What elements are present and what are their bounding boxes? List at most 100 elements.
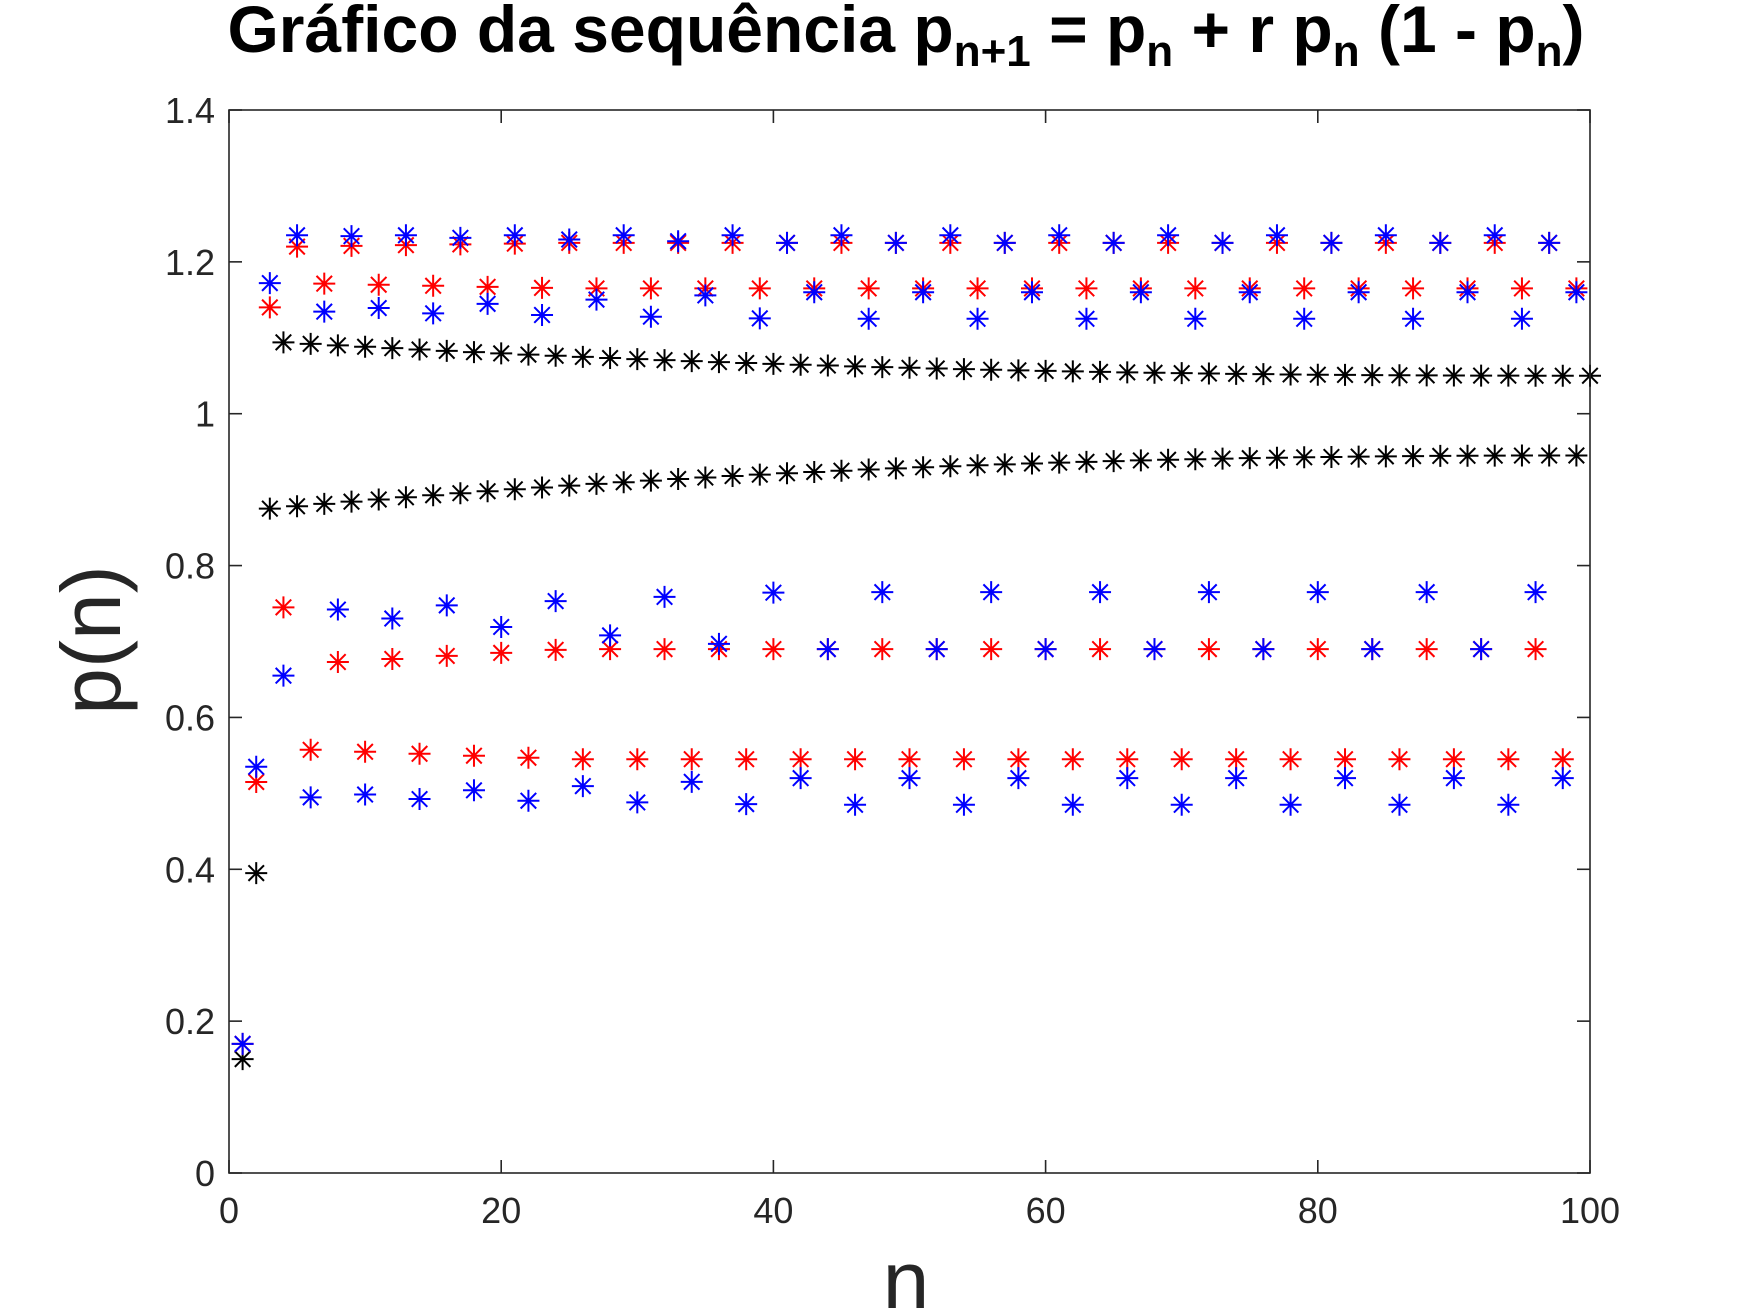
data-point-marker xyxy=(408,338,431,361)
data-point-marker xyxy=(435,339,458,362)
data-point-marker xyxy=(884,231,907,254)
data-point-marker xyxy=(435,644,458,667)
data-point-marker xyxy=(422,274,445,297)
data-point-marker xyxy=(1334,363,1357,386)
data-point-marker xyxy=(1497,748,1520,771)
data-point-marker xyxy=(340,225,363,248)
data-point-marker xyxy=(381,607,404,630)
data-point-marker xyxy=(1197,362,1220,385)
data-point-marker xyxy=(1075,450,1098,473)
data-point-marker xyxy=(1007,767,1030,790)
data-point-marker xyxy=(231,1048,254,1071)
title-part: (1 - p xyxy=(1360,0,1536,66)
data-point-marker xyxy=(952,793,975,816)
data-point-marker xyxy=(1184,307,1207,330)
data-point-marker xyxy=(1470,364,1493,387)
data-point-marker xyxy=(1415,364,1438,387)
data-point-marker xyxy=(1157,224,1180,247)
data-point-marker xyxy=(408,788,431,811)
data-point-marker xyxy=(1306,638,1329,661)
data-point-marker xyxy=(1510,307,1533,330)
data-point-marker xyxy=(367,488,390,511)
data-point-marker xyxy=(612,224,635,247)
data-point-marker xyxy=(993,453,1016,476)
data-point-marker xyxy=(299,786,322,809)
data-point-marker xyxy=(735,748,758,771)
data-point-marker xyxy=(1116,748,1139,771)
data-point-marker xyxy=(231,1032,254,1055)
data-point-marker xyxy=(462,341,485,364)
data-point-marker xyxy=(925,638,948,661)
data-point-marker xyxy=(1211,231,1234,254)
data-point-marker xyxy=(912,281,935,304)
data-point-marker xyxy=(1184,448,1207,471)
data-point-marker xyxy=(517,343,540,366)
data-point-marker xyxy=(1483,224,1506,247)
data-point-marker xyxy=(1320,445,1343,468)
data-point-marker xyxy=(599,347,622,370)
data-point-marker xyxy=(245,755,268,778)
data-point-marker xyxy=(830,224,853,247)
data-point-marker xyxy=(748,277,771,300)
data-point-marker xyxy=(844,793,867,816)
data-point-marker xyxy=(1415,638,1438,661)
data-point-marker xyxy=(408,742,431,765)
data-point-marker xyxy=(517,789,540,812)
data-point-marker xyxy=(1374,224,1397,247)
data-point-marker xyxy=(816,638,839,661)
data-point-marker xyxy=(272,664,295,687)
y-tick-label: 1.4 xyxy=(165,90,215,131)
data-point-marker xyxy=(857,277,880,300)
data-point-marker xyxy=(1157,448,1180,471)
data-point-marker xyxy=(1524,581,1547,604)
data-point-marker xyxy=(558,474,581,497)
data-point-marker xyxy=(490,342,513,365)
data-point-marker xyxy=(898,748,921,771)
data-point-marker xyxy=(1442,767,1465,790)
data-point-marker xyxy=(245,862,268,885)
data-point-marker xyxy=(694,284,717,307)
data-point-marker xyxy=(1334,767,1357,790)
data-point-marker xyxy=(1143,638,1166,661)
data-point-marker xyxy=(1293,307,1316,330)
data-point-marker xyxy=(980,358,1003,381)
data-point-marker xyxy=(585,277,608,300)
data-point-marker xyxy=(272,331,295,354)
y-tick-label: 0 xyxy=(195,1153,215,1194)
data-point-marker xyxy=(667,468,690,491)
data-point-marker xyxy=(1225,767,1248,790)
y-tick-label: 0.4 xyxy=(165,849,215,890)
data-point-marker xyxy=(816,354,839,377)
data-point-marker xyxy=(830,459,853,482)
title-part: n xyxy=(1333,27,1360,76)
data-point-marker xyxy=(639,277,662,300)
data-point-marker xyxy=(1347,445,1370,468)
data-point-marker xyxy=(1361,638,1384,661)
data-point-marker xyxy=(1034,359,1057,382)
data-point-marker xyxy=(422,484,445,507)
title-part: n xyxy=(1146,27,1173,76)
data-point-marker xyxy=(871,581,894,604)
data-point-marker xyxy=(653,638,676,661)
y-tick-label: 0.2 xyxy=(165,1001,215,1042)
data-point-marker xyxy=(354,740,377,763)
data-point-marker xyxy=(531,304,554,327)
data-point-marker xyxy=(748,463,771,486)
data-point-marker xyxy=(1279,793,1302,816)
data-point-marker xyxy=(571,748,594,771)
data-point-marker xyxy=(1524,638,1547,661)
data-point-marker xyxy=(326,334,349,357)
data-point-marker xyxy=(1048,451,1071,474)
data-point-marker xyxy=(1483,444,1506,467)
data-point-marker xyxy=(762,581,785,604)
data-point-marker xyxy=(1429,444,1452,467)
data-point-marker xyxy=(694,466,717,489)
data-point-marker xyxy=(1061,360,1084,383)
data-point-marker xyxy=(1279,363,1302,386)
data-point-marker xyxy=(462,744,485,767)
data-point-marker xyxy=(354,335,377,358)
data-point-marker xyxy=(735,793,758,816)
data-point-marker xyxy=(340,490,363,513)
data-point-marker xyxy=(898,767,921,790)
